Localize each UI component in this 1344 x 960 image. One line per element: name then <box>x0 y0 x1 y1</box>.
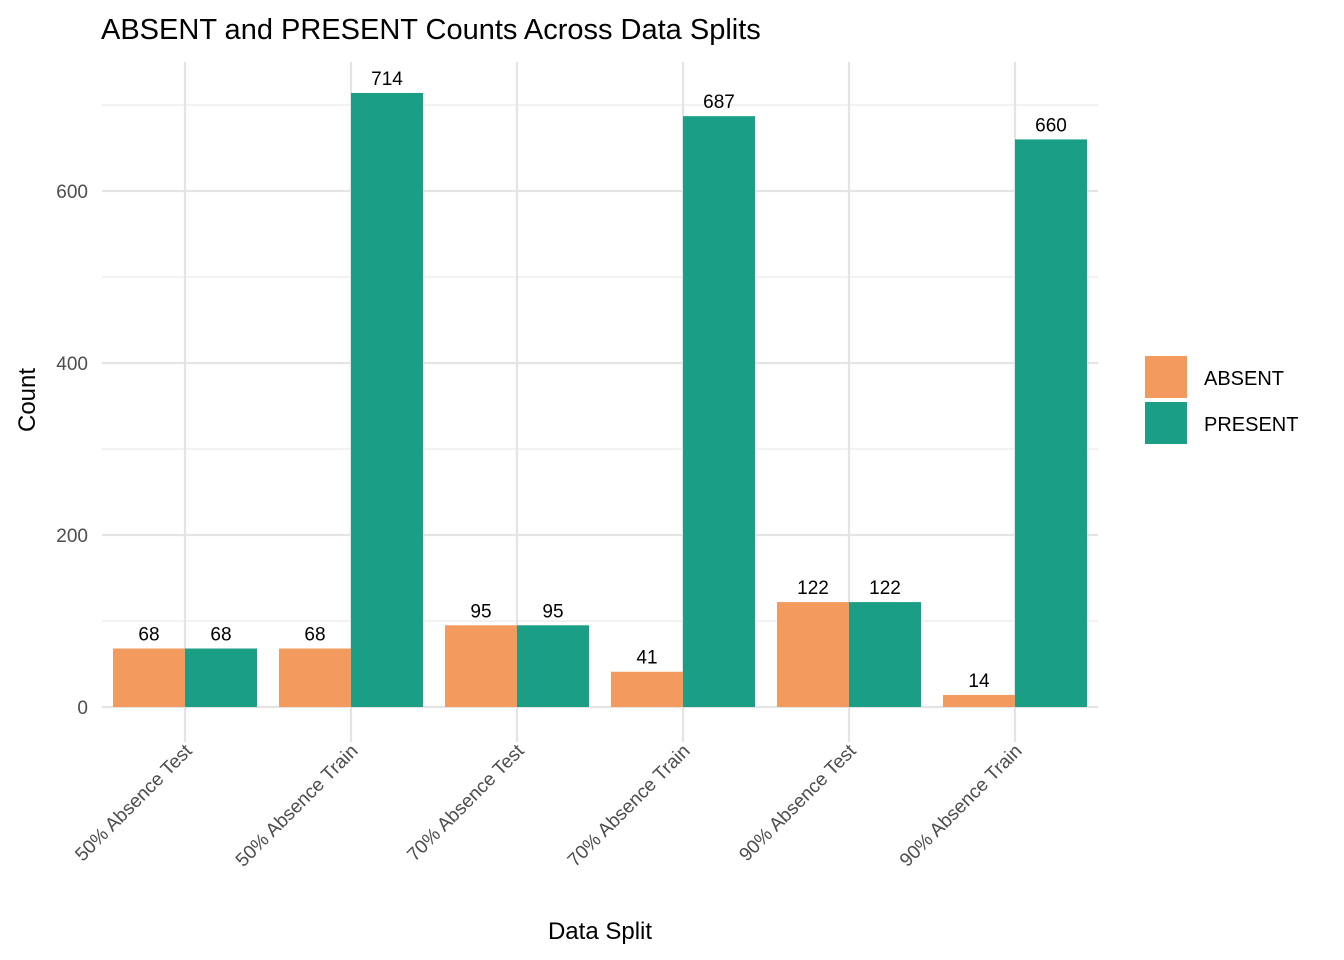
bar-absent <box>611 671 683 707</box>
legend-swatch-present <box>1145 402 1187 444</box>
chart-title: ABSENT and PRESENT Counts Across Data Sp… <box>101 14 761 46</box>
bar-present <box>351 92 423 707</box>
legend-label: ABSENT <box>1204 368 1284 390</box>
bar-absent <box>777 602 849 707</box>
x-tick-label: 50% Absence Test <box>71 740 197 866</box>
bar-absent <box>113 648 185 707</box>
data-label: 714 <box>371 69 403 90</box>
bar-present <box>1015 139 1087 707</box>
y-tick-label: 400 <box>56 354 88 375</box>
x-tick-label: 50% Absence Train <box>232 741 363 872</box>
bar-present <box>185 648 257 707</box>
legend-swatch-absent <box>1145 356 1187 398</box>
bar-absent <box>279 648 351 707</box>
data-label: 95 <box>542 601 563 622</box>
bars <box>113 92 1087 708</box>
x-tick-label: 90% Absence Test <box>735 740 861 866</box>
bar-absent <box>445 625 517 707</box>
bar-present <box>683 116 755 708</box>
bar-present <box>517 625 589 707</box>
legend: ABSENT PRESENT <box>1145 356 1298 444</box>
y-tick-label: 200 <box>56 526 88 547</box>
x-tick-label: 90% Absence Train <box>896 741 1027 872</box>
data-label: 95 <box>470 601 491 622</box>
x-axis: 50% Absence Test 50% Absence Train 70% Abs… <box>71 740 1026 871</box>
y-tick-label: 0 <box>77 698 88 719</box>
data-labels: 68 68 95 41 122 14 68 714 95 687 122 660 <box>138 69 1066 692</box>
data-label: 660 <box>1035 115 1067 136</box>
bar-absent <box>943 694 1015 707</box>
data-label: 41 <box>636 648 657 669</box>
x-axis-title: Data Split <box>548 918 652 945</box>
x-tick-label: 70% Absence Train <box>564 741 695 872</box>
y-tick-label: 600 <box>56 182 88 203</box>
data-label: 68 <box>304 625 325 646</box>
data-label: 122 <box>869 578 901 599</box>
gridlines <box>102 62 1098 742</box>
data-label: 14 <box>968 671 990 692</box>
x-tick-label: 70% Absence Test <box>403 740 529 866</box>
data-label: 68 <box>210 625 231 646</box>
data-label: 687 <box>703 92 735 113</box>
legend-label: PRESENT <box>1204 414 1298 436</box>
data-label: 122 <box>797 578 829 599</box>
data-label: 68 <box>138 625 159 646</box>
y-axis-title: Count <box>14 368 41 432</box>
y-axis: 0 200 400 600 <box>56 182 88 719</box>
bar-present <box>849 602 921 707</box>
